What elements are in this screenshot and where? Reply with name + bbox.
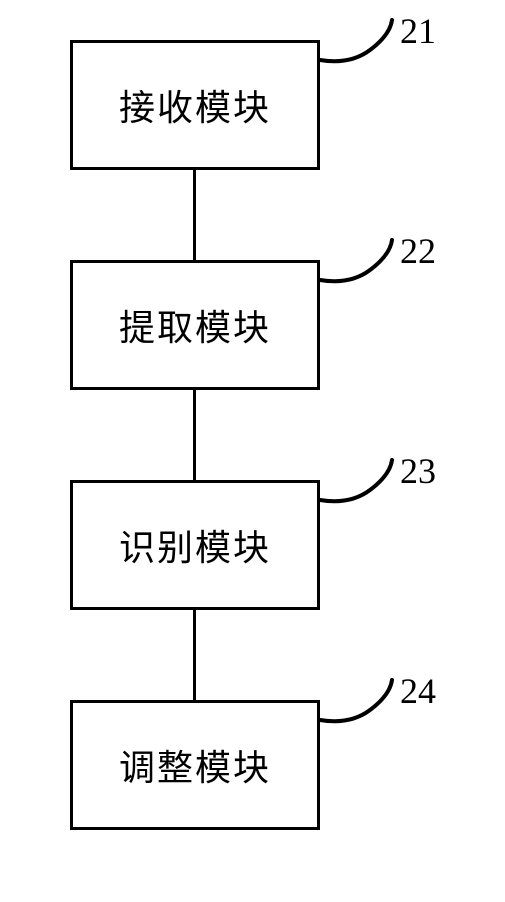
ref-22: 22 bbox=[400, 230, 436, 272]
node-extract-label: 提取模块 bbox=[119, 299, 271, 351]
node-identify-label: 识别模块 bbox=[119, 519, 271, 571]
ref-24: 24 bbox=[400, 670, 436, 712]
node-extract: 提取模块 bbox=[70, 260, 320, 390]
node-receive: 接收模块 bbox=[70, 40, 320, 170]
edge-3-4 bbox=[193, 610, 196, 700]
ref-21: 21 bbox=[400, 10, 436, 52]
node-receive-label: 接收模块 bbox=[119, 79, 271, 131]
edge-2-3 bbox=[193, 390, 196, 480]
node-adjust-label: 调整模块 bbox=[119, 739, 271, 791]
ref-23: 23 bbox=[400, 450, 436, 492]
edge-1-2 bbox=[193, 170, 196, 260]
node-identify: 识别模块 bbox=[70, 480, 320, 610]
node-adjust: 调整模块 bbox=[70, 700, 320, 830]
